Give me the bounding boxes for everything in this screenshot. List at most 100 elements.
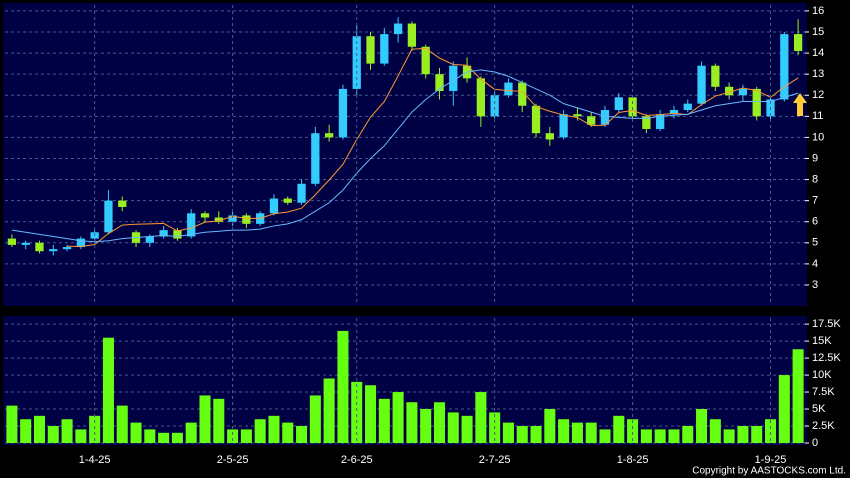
y-tick-label: 4 [812, 258, 818, 270]
volume-bar [558, 419, 570, 443]
y-tick-label: 15 [812, 26, 824, 38]
volume-bar [185, 422, 197, 443]
candle-body [7, 238, 17, 245]
volume-bar [351, 381, 363, 443]
candle-body [518, 82, 527, 106]
candle-body [366, 36, 375, 64]
candle-body [338, 88, 348, 138]
volume-bar [682, 426, 694, 443]
candle-body [352, 36, 361, 89]
candle-body [159, 230, 168, 237]
volume-bar [378, 398, 390, 443]
volume-bar [144, 429, 156, 443]
volume-bar [282, 422, 294, 443]
volume-bar [33, 415, 45, 443]
volume-bar [516, 426, 528, 443]
y-tick-label: 0 [812, 437, 818, 449]
candle-body [269, 198, 279, 214]
y-tick-label: 10 [812, 131, 824, 143]
volume-bar [20, 419, 32, 443]
volume-bar [585, 422, 597, 443]
candle-body [531, 105, 541, 134]
candle-body [600, 109, 610, 125]
candle-body [407, 23, 417, 47]
candle-body [614, 97, 623, 110]
candle-body [35, 242, 44, 252]
volume-bar [130, 422, 142, 443]
candle-body [283, 198, 292, 203]
candle-body [145, 236, 154, 243]
volume-bar [778, 375, 790, 443]
y-tick-label: 17.5K [812, 318, 841, 330]
y-tick-label: 3 [812, 279, 818, 291]
volume-bar [406, 402, 418, 443]
candle-body [738, 88, 748, 96]
volume-bar [544, 409, 556, 443]
volume-bar [323, 378, 335, 443]
candle-body [214, 217, 223, 222]
moving-average-line [11, 69, 799, 243]
candle-body [242, 215, 251, 224]
y-tick-label: 13 [812, 68, 824, 80]
y-tick-label: 5 [812, 237, 818, 249]
candle-body [421, 46, 430, 75]
candle-body [587, 116, 596, 125]
candle-body [62, 247, 72, 250]
candle-body [297, 183, 306, 203]
price-panel [3, 3, 807, 306]
volume-bar [751, 426, 763, 443]
candle-body [656, 114, 665, 129]
candle-body [780, 34, 789, 100]
volume-bar [158, 432, 170, 443]
candle-body [752, 88, 761, 117]
y-tick-label: 11 [812, 110, 823, 122]
y-tick-label: 16 [812, 5, 824, 17]
volume-bar [723, 429, 735, 443]
volume-bar [254, 419, 266, 443]
candle-body [697, 65, 706, 104]
candle-body [669, 109, 679, 115]
volume-bar [296, 426, 308, 443]
volume-bar [102, 337, 114, 443]
moving-average-line [67, 47, 799, 248]
x-tick-label: 1-4-25 [79, 454, 111, 466]
volume-bar [420, 409, 432, 443]
y-tick-label: 10K [812, 369, 832, 381]
candle-body [325, 133, 334, 138]
volume-bar [530, 426, 542, 443]
volume-bar [654, 429, 666, 443]
y-tick-label: 7.5K [812, 386, 835, 398]
volume-bar [199, 395, 211, 443]
candle-body [76, 238, 85, 248]
y-tick-label: 12 [812, 89, 824, 101]
candle-body [476, 78, 485, 117]
candle-body [21, 242, 30, 245]
volume-bar [365, 385, 377, 443]
candle-body [173, 230, 182, 239]
candle-body [793, 34, 803, 51]
volume-bar [792, 349, 804, 443]
x-tick-label: 2-5-25 [217, 454, 249, 466]
copyright: Copyright by AASTOCKS.com Ltd. [692, 466, 846, 477]
candle-body [504, 82, 513, 96]
y-tick-label: 9 [812, 152, 818, 164]
volume-bar [475, 392, 487, 443]
y-tick-label: 5K [812, 403, 826, 415]
candle-body [228, 215, 237, 222]
y-tick-label: 12.5K [812, 352, 841, 364]
y-tick-label: 6 [812, 216, 818, 228]
volume-bar [337, 330, 349, 443]
y-tick-label: 14 [812, 47, 824, 59]
y-tick-label: 2.5K [812, 420, 835, 432]
volume-bar [502, 422, 514, 443]
volume-bar [309, 395, 321, 443]
arrow-marker [793, 93, 807, 116]
volume-bar [433, 402, 445, 443]
y-tick-label: 15K [812, 335, 832, 347]
volume-bar [627, 419, 639, 443]
candle-body [104, 200, 113, 233]
y-tick-label: 8 [812, 173, 818, 185]
y-tick-label: 7 [812, 195, 818, 207]
volume-bar [599, 429, 611, 443]
candle-body [187, 213, 196, 237]
